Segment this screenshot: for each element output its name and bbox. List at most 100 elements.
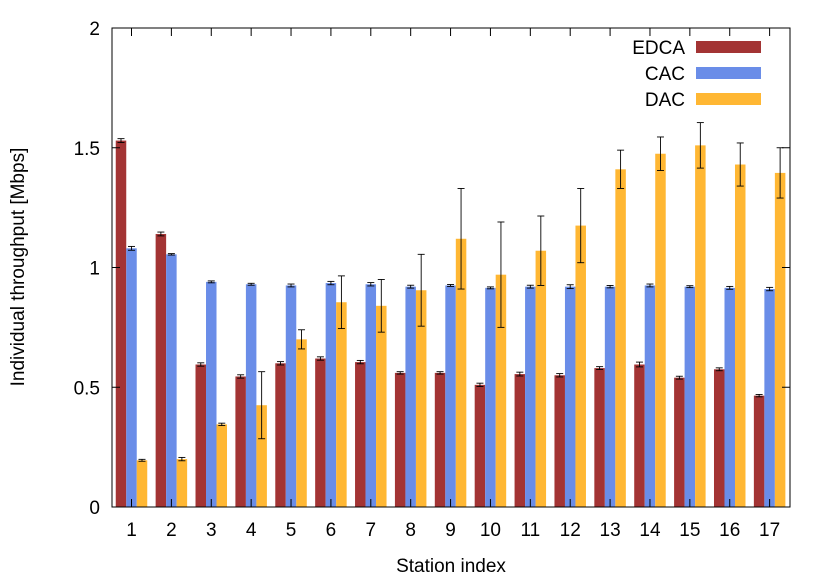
bar-cac-11 [525, 286, 536, 507]
x-tick-label: 16 [719, 520, 740, 541]
bar-cac-16 [724, 287, 735, 507]
errorbar-cac-13 [606, 285, 614, 289]
x-tick-label: 1 [126, 520, 137, 541]
x-tick-label: 9 [445, 520, 456, 541]
errorbar-cac-17 [766, 286, 774, 292]
errorbar-cac-16 [726, 285, 734, 290]
errorbar-cac-2 [167, 253, 175, 256]
errorbar-dac-14 [656, 136, 664, 171]
errorbar-edca-4 [237, 374, 245, 379]
errorbar-dac-7 [377, 279, 385, 333]
errorbar-edca-9 [436, 371, 444, 375]
bar-edca-11 [514, 374, 526, 507]
errorbar-dac-5 [298, 329, 306, 350]
y-axis-label: Individual throughput [Mbps] [8, 148, 29, 387]
errorbar-edca-2 [157, 231, 165, 237]
bar-dac-16 [734, 164, 746, 507]
errorbar-cac-1 [128, 245, 135, 251]
x-tick-label: 14 [639, 520, 661, 541]
bar-dac-17 [774, 172, 786, 507]
errorbar-edca-8 [396, 371, 404, 375]
legend-swatch [696, 93, 761, 105]
bar-edca-7 [355, 362, 366, 507]
bar-cac-1 [126, 248, 137, 507]
bar-cac-6 [325, 283, 337, 507]
errorbar-cac-5 [287, 283, 295, 288]
bar-cac-13 [604, 286, 616, 507]
x-axis-ticks: 1 2 3 4 5 6 7 8 9 10 11 12 13 14 15 16 17 [126, 28, 780, 541]
bar-dac-3 [216, 424, 228, 507]
errorbar-cac-6 [327, 280, 335, 286]
errorbar-cac-10 [486, 286, 494, 290]
bar-dac-1 [136, 460, 148, 507]
bar-cac-10 [485, 287, 496, 507]
bar-dac-14 [655, 153, 666, 508]
bar-cac-9 [445, 285, 456, 507]
bar-cac-12 [564, 286, 576, 507]
errorbar-edca-15 [675, 375, 683, 380]
errorbar-dac-3 [218, 422, 226, 427]
bar-dac-9 [455, 238, 467, 507]
errorbar-cac-7 [367, 282, 375, 287]
bar-dac-10 [495, 274, 507, 507]
errorbar-edca-17 [755, 393, 763, 398]
bar-edca-6 [315, 358, 326, 507]
errorbar-edca-10 [476, 382, 484, 387]
x-tick-label: 10 [480, 520, 501, 541]
errorbar-edca-12 [556, 373, 564, 378]
errorbar-edca-11 [516, 371, 524, 377]
x-tick-label: 17 [759, 520, 780, 541]
errorbar-dac-6 [337, 275, 345, 330]
y-tick-label: 0.5 [74, 378, 100, 399]
x-tick-label: 13 [600, 520, 621, 541]
x-tick-label: 4 [246, 520, 257, 541]
y-tick-label: 1.5 [74, 139, 100, 160]
bar-cac-2 [166, 254, 177, 507]
bar-dac-15 [695, 145, 706, 508]
x-tick-label: 3 [206, 520, 217, 541]
errorbar-cac-3 [207, 280, 215, 284]
errorbar-dac-8 [417, 253, 425, 327]
errorbar-cac-11 [526, 284, 534, 289]
bar-edca-15 [674, 377, 685, 507]
bar-edca-17 [753, 395, 765, 507]
x-tick-label: 11 [520, 520, 540, 541]
errorbar-dac-15 [696, 122, 704, 169]
bar-dac-13 [615, 169, 626, 507]
legend-label: CAC [645, 64, 685, 85]
errorbar-cac-12 [566, 284, 574, 290]
errorbar-dac-2 [178, 456, 186, 462]
bar-cac-7 [365, 284, 377, 507]
errorbar-cac-14 [646, 283, 654, 288]
bar-edca-1 [115, 140, 127, 507]
bar-dac-11 [535, 250, 547, 508]
bar-cac-14 [644, 285, 656, 507]
y-tick-label: 1 [89, 259, 100, 280]
bar-edca-16 [713, 369, 725, 507]
legend-item-edca: EDCA [632, 38, 761, 59]
x-tick-label: 15 [679, 520, 700, 541]
y-tick-label: 0 [89, 498, 100, 519]
bar-dac-7 [376, 305, 387, 507]
x-tick-label: 5 [286, 520, 297, 541]
bar-edca-2 [155, 233, 167, 507]
x-tick-label: 8 [405, 520, 416, 541]
legend-label: EDCA [632, 38, 685, 59]
bar-dac-4 [256, 405, 267, 507]
bar-edca-14 [634, 364, 645, 507]
x-tick-label: 6 [326, 520, 337, 541]
bar-edca-4 [235, 376, 246, 507]
bar-edca-12 [554, 375, 565, 507]
legend-item-cac: CAC [645, 64, 761, 85]
errorbar-cac-4 [247, 282, 255, 286]
bar-cac-5 [285, 285, 297, 507]
errorbar-edca-14 [635, 361, 643, 368]
errorbar-edca-3 [197, 362, 205, 367]
x-tick-label: 2 [166, 520, 177, 541]
errorbar-edca-6 [316, 356, 324, 361]
x-axis-label: Station index [396, 556, 506, 577]
bar-dac-12 [575, 225, 586, 507]
errorbar-cac-15 [686, 285, 694, 289]
bar-dac-5 [296, 339, 307, 507]
